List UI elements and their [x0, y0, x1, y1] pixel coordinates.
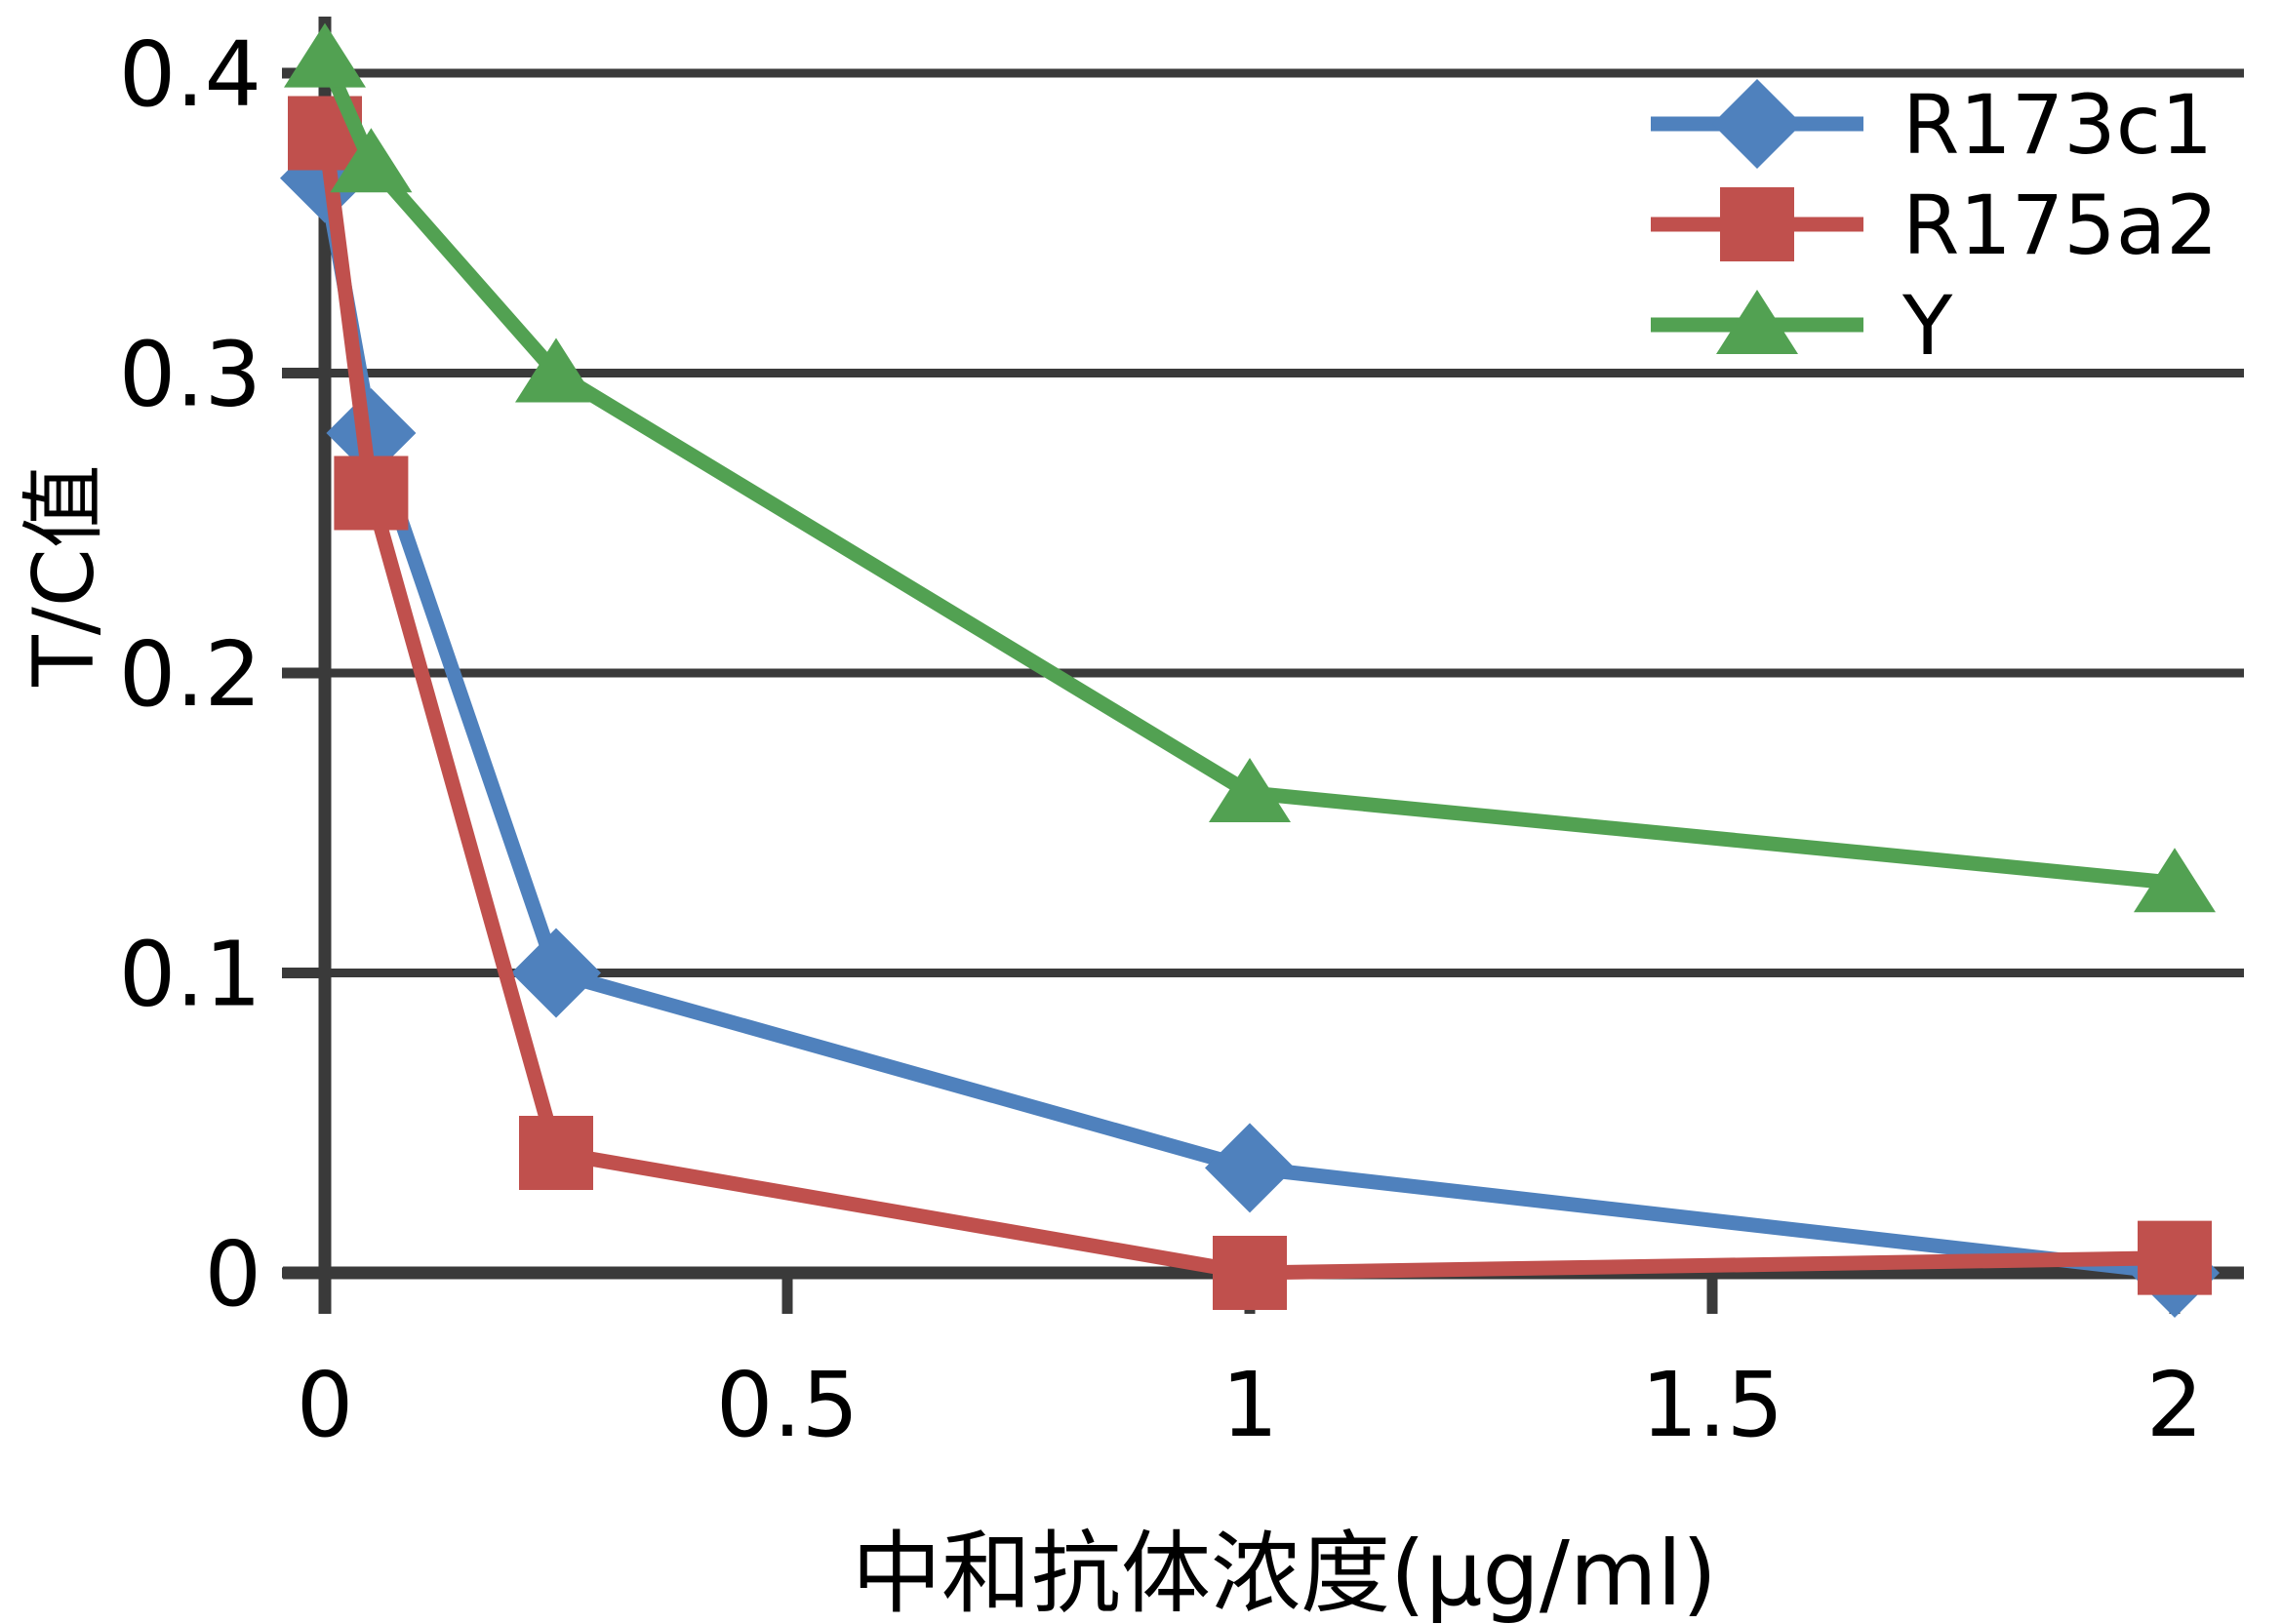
- x-tick-label: 1: [1221, 1353, 1279, 1457]
- y-tick-label: 0.1: [119, 923, 261, 1027]
- x-axis-title: 中和抗体浓度(μg/ml): [852, 1522, 1717, 1624]
- series-marker-Y: [515, 337, 597, 403]
- y-tick-label: 0.2: [119, 622, 261, 727]
- y-tick-label: 0: [204, 1222, 261, 1327]
- legend-label-Y: Y: [1902, 278, 1953, 374]
- legend-diamond-icon: [1712, 79, 1802, 169]
- legend-label-R173c1: R173c1: [1902, 77, 2213, 173]
- series-marker-R175a2: [519, 1116, 593, 1190]
- series-marker-R175a2: [1213, 1236, 1287, 1310]
- y-tick-label: 0.4: [119, 22, 261, 127]
- series-marker-R173c1: [511, 928, 601, 1018]
- y-axis-title: T/C值: [16, 464, 113, 688]
- y-tick-label: 0.3: [119, 323, 261, 427]
- series-marker-Y: [2134, 848, 2216, 913]
- x-tick-label: 1.5: [1641, 1353, 1783, 1457]
- series-marker-R173c1: [326, 388, 417, 478]
- x-tick-label: 0.5: [716, 1353, 859, 1457]
- series-line-R173c1: [317, 177, 2176, 1281]
- series-line-R175a2: [317, 132, 2176, 1281]
- series-marker-Y: [1209, 758, 1291, 822]
- legend-square-icon: [1720, 187, 1794, 261]
- x-tick-label: 2: [2146, 1353, 2204, 1457]
- x-tick-label: 0: [297, 1353, 354, 1457]
- legend-label-R175a2: R175a2: [1902, 178, 2219, 273]
- series-marker-R173c1: [1205, 1123, 1295, 1213]
- series-marker-Y: [330, 128, 413, 193]
- series-marker-R175a2: [334, 456, 409, 531]
- legend-triangle-icon: [1716, 290, 1798, 354]
- series-marker-Y: [284, 22, 366, 88]
- series-marker-R175a2: [2138, 1220, 2212, 1295]
